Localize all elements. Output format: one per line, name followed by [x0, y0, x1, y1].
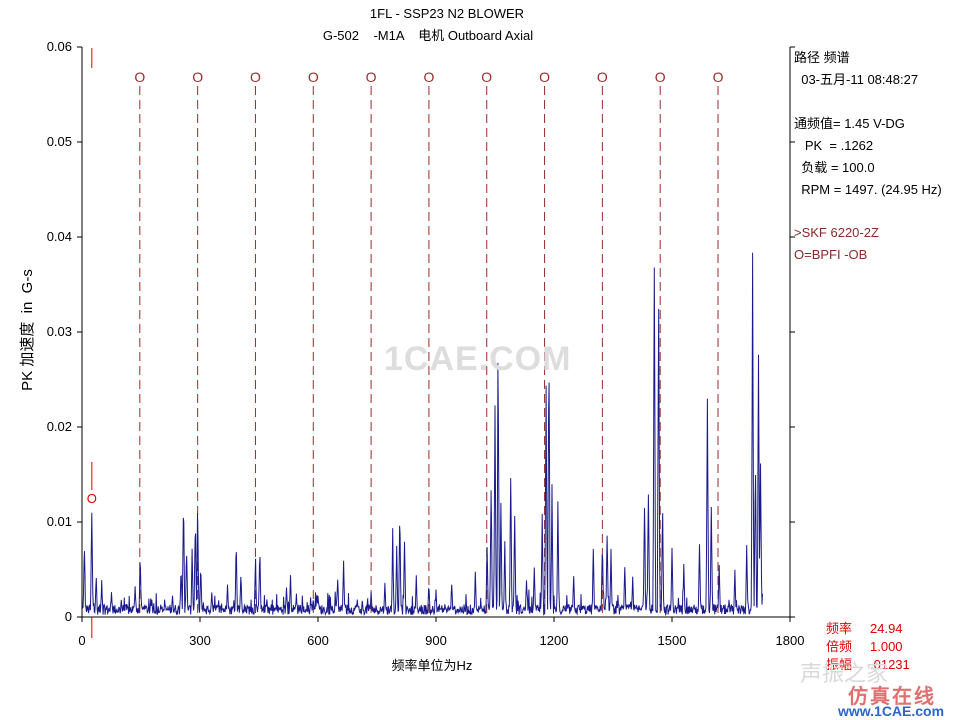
bpfi-marker-label: O — [481, 69, 492, 85]
x-tick-label: 600 — [307, 633, 329, 648]
cursor-order-value: 1.000 — [870, 639, 903, 654]
side-bearing: >SKF 6220-2Z — [794, 225, 879, 240]
bpfi-marker-label: O — [713, 69, 724, 85]
y-tick-label: 0 — [65, 609, 72, 624]
side-load: 负载 = 100.0 — [794, 160, 875, 175]
y-axis: 0 0.01 0.02 0.03 0.04 0.05 0.06 — [47, 39, 795, 624]
side-pk: PK = .1262 — [794, 138, 874, 153]
bpfi-marker-label: O — [192, 69, 203, 85]
x-tick-label: 1200 — [540, 633, 569, 648]
y-tick-label: 0.03 — [47, 324, 72, 339]
bpfi-marker-label: O — [366, 69, 377, 85]
cursor-label: O — [87, 491, 97, 506]
bpfi-marker-label: O — [250, 69, 261, 85]
side-path-label: 路径 频谱 — [794, 50, 850, 65]
spectrum-line — [81, 252, 763, 617]
plot-frame — [81, 47, 791, 618]
y-tick-label: 0.06 — [47, 39, 72, 54]
y-tick-label: 0.01 — [47, 514, 72, 529]
bpfi-marker-label: O — [539, 69, 550, 85]
x-tick-label: 1500 — [658, 633, 687, 648]
cursor-marker[interactable]: O — [87, 48, 97, 638]
y-tick-label: 0.05 — [47, 134, 72, 149]
site-watermark: www.1CAE.com — [838, 703, 945, 719]
x-axis: 0 300 600 900 1200 1500 1800 — [78, 617, 804, 648]
x-tick-label: 1800 — [776, 633, 805, 648]
bpfi-marker-label: O — [308, 69, 319, 85]
x-axis-label: 频率单位为Hz — [392, 658, 473, 673]
center-watermark: 1CAE.COM — [384, 340, 572, 378]
brand-watermark: 声振之家 — [800, 661, 889, 686]
chart-title: 1FL - SSP23 N2 BLOWER — [370, 6, 524, 21]
x-tick-label: 300 — [189, 633, 211, 648]
site-cn-watermark: 仿真在线 — [848, 686, 936, 708]
bpfi-marker-label: O — [597, 69, 608, 85]
cursor-freq-label: 频率 — [826, 621, 853, 636]
bpfi-marker-label: O — [423, 69, 434, 85]
y-tick-label: 0.02 — [47, 419, 72, 434]
side-timestamp: 03-五月-11 08:48:27 — [794, 72, 919, 87]
y-tick-label: 0.04 — [47, 229, 72, 244]
side-bpfi-legend: O=BPFI -OB — [794, 247, 868, 262]
cursor-readout: 频率 24.94 倍频 1.000 振幅 .01231 — [826, 620, 910, 674]
bpfi-marker-label: O — [655, 69, 666, 85]
cursor-amp-value: .01231 — [870, 657, 910, 672]
chart-subtitle: G-502 -M1A 电机 Outboard Axial — [323, 28, 533, 43]
side-overall: 通频值= 1.45 V-DG — [794, 116, 905, 131]
spectrum-series — [81, 252, 763, 617]
side-rpm: RPM = 1497. (24.95 Hz) — [794, 182, 942, 197]
y-axis-label: PK 加速度 in G-s — [19, 269, 36, 391]
x-tick-label: 0 — [78, 633, 85, 648]
bpfi-marker-label: O — [134, 69, 145, 85]
x-tick-label: 900 — [425, 633, 447, 648]
cursor-order-label: 倍频 — [826, 639, 853, 654]
cursor-amp-label: 振幅 — [826, 657, 853, 672]
cursor-freq-value: 24.94 — [870, 621, 903, 636]
